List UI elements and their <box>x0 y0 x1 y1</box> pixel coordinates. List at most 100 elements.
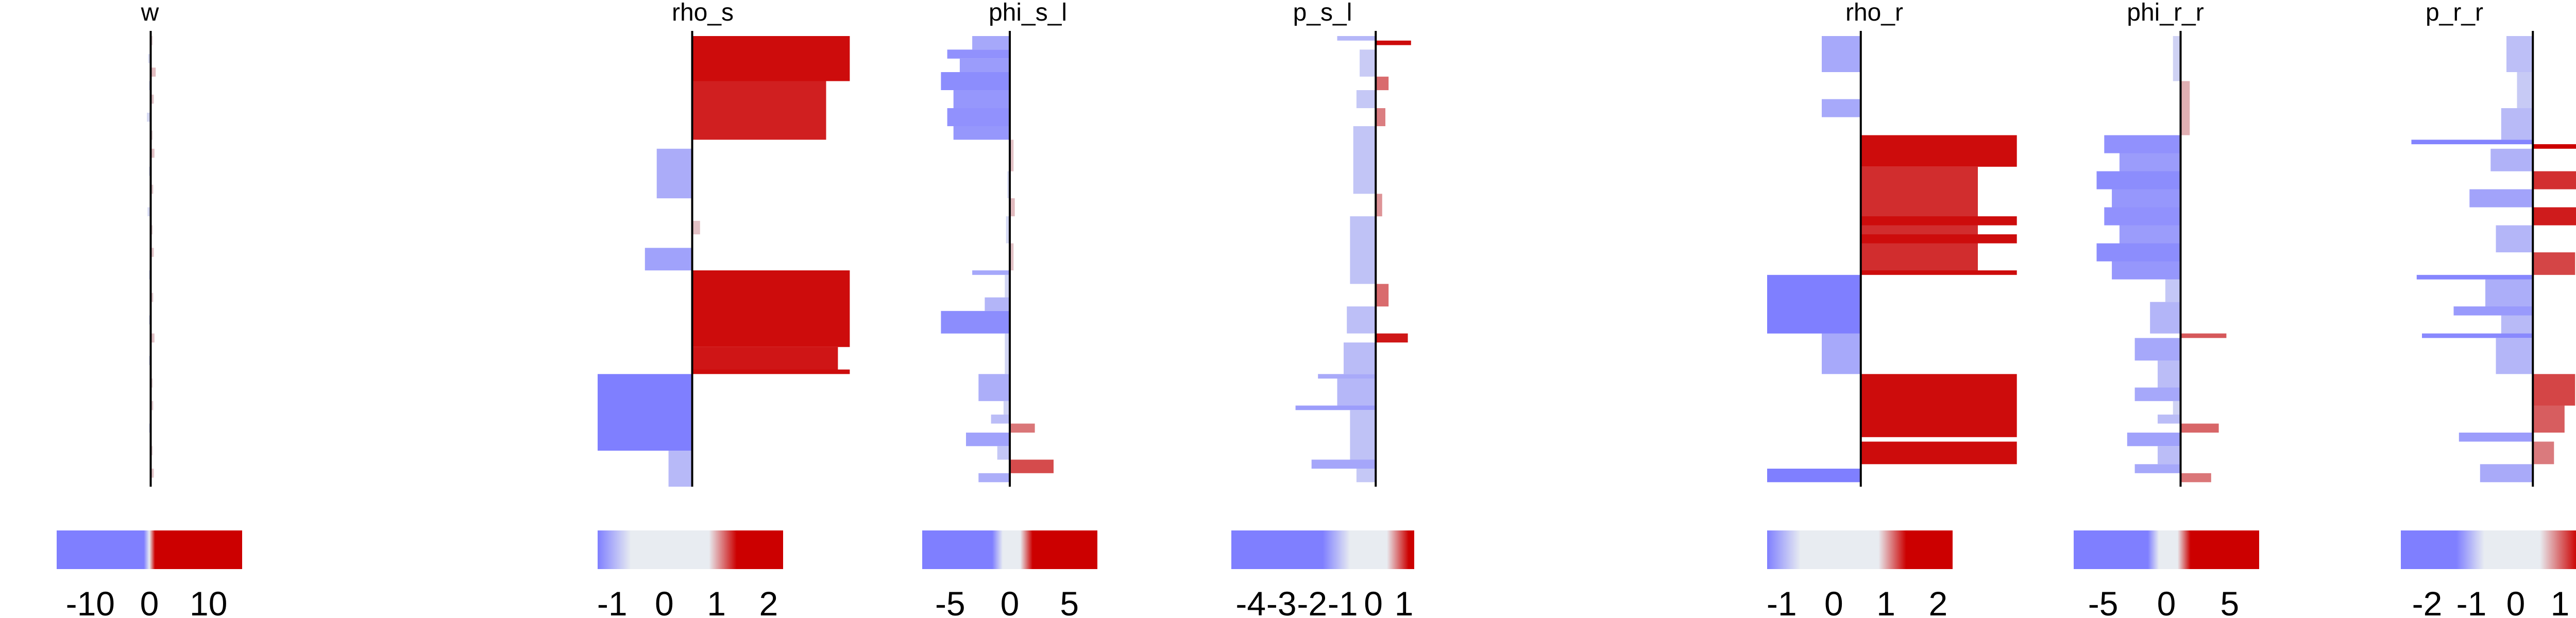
colorbar-tick-p-s-l-5: 1 <box>1395 585 1414 618</box>
bar-w-5 <box>147 112 151 122</box>
colorbar-tick-rho-r-1: 0 <box>1824 585 1843 618</box>
bar-w-7 <box>150 148 155 158</box>
colorbar-w: -10 0 10 <box>57 530 242 618</box>
colorbar-tick-rho-r-0: -1 <box>1767 585 1797 618</box>
bar-p-r-r-11 <box>2416 274 2533 280</box>
panel-p-s-l: p_s_l -4 -3 -2 -1 0 1 <box>1231 0 1414 618</box>
bar-group-phi-s-l <box>941 36 1054 483</box>
bar-rho-r-6 <box>1860 216 2017 226</box>
bar-rho-r-7 <box>1860 225 1978 234</box>
bar-rho-r-16 <box>1767 469 1861 483</box>
colorbar-tick-phi-r-r-2: 5 <box>2221 585 2240 618</box>
colorbar-tick-w-0: -10 <box>66 585 115 618</box>
bar-phi-r-r-8 <box>2096 243 2181 262</box>
bar-rho-r-8 <box>1860 234 2017 244</box>
colorbar-gradient-phi-s-l <box>922 530 1097 569</box>
panel-phi-s-l: phi_s_l -5 0 5 <box>922 0 1097 618</box>
bar-phi-s-l-15 <box>941 311 1010 334</box>
colorbar-tick-p-r-r-0: -2 <box>2412 585 2443 618</box>
bar-p-r-r-19 <box>2459 433 2533 442</box>
bar-phi-r-r-6 <box>2104 207 2181 226</box>
colorbar-gradient-p-r-r <box>2401 530 2576 569</box>
bar-p-s-l-7 <box>1376 194 1382 217</box>
bar-group-p-r-r <box>2411 36 2576 483</box>
bar-rho-s-5 <box>692 220 700 235</box>
bar-phi-s-l-10 <box>1006 216 1010 244</box>
bar-rho-r-4 <box>1860 135 2017 167</box>
bar-phi-s-l-13 <box>1005 274 1010 298</box>
bar-rho-s-10 <box>692 369 850 374</box>
colorbar-tick-rho-s-2: 1 <box>707 585 726 618</box>
colorbar-tick-p-s-l-1: -3 <box>1266 585 1297 618</box>
bar-phi-r-r-19 <box>2127 433 2181 447</box>
panel-title-p-s-l: p_s_l <box>1293 0 1352 26</box>
colorbar-tick-p-s-l-4: 0 <box>1364 585 1383 618</box>
bar-p-r-r-14 <box>2501 315 2533 334</box>
bar-p-r-r-16 <box>2496 338 2533 374</box>
bar-phi-s-l-18 <box>1003 401 1010 415</box>
bar-phi-s-l-16 <box>1005 333 1010 374</box>
bar-p-r-r-7 <box>2469 189 2533 208</box>
bar-rho-r-2 <box>1822 99 1861 117</box>
bar-p-s-l-8 <box>1350 216 1376 284</box>
bar-p-s-l-5 <box>1376 108 1385 126</box>
bar-p-s-l-11 <box>1376 333 1408 342</box>
bar-rho-s-12 <box>668 451 692 487</box>
bar-rho-s-3 <box>656 148 692 199</box>
bar-p-s-l-0 <box>1337 36 1376 41</box>
bar-p-r-r-0 <box>2506 36 2533 72</box>
bar-phi-r-r-17 <box>2158 415 2181 424</box>
colorbar-gradient-rho-r <box>1767 530 1953 569</box>
bar-phi-r-r-2 <box>2104 135 2181 153</box>
bar-phi-r-r-1 <box>2180 81 2190 135</box>
bar-rho-s-8 <box>692 270 850 347</box>
colorbar-tick-rho-s-1: 0 <box>655 585 674 618</box>
colorbar-rho-s: -1 0 1 2 <box>597 530 783 618</box>
colorbar-tick-phi-s-l-1: 0 <box>1001 585 1020 618</box>
bar-p-r-r-3 <box>2411 140 2533 145</box>
bar-p-s-l-4 <box>1356 90 1376 108</box>
colorbar-phi-s-l: -5 0 5 <box>922 530 1097 618</box>
bar-group-rho-s <box>598 36 850 487</box>
bar-rho-r-11 <box>1767 274 1861 334</box>
bar-phi-s-l-6 <box>953 126 1010 140</box>
colorbar-tick-rho-r-3: 2 <box>1928 585 1947 618</box>
bar-rho-r-0 <box>1822 36 1861 72</box>
bar-phi-s-l-11 <box>1010 243 1014 270</box>
bar-p-r-r-20 <box>2533 441 2554 465</box>
bar-phi-s-l-8 <box>1007 171 1010 198</box>
bar-p-r-r-17 <box>2533 374 2575 406</box>
colorbar-tick-p-s-l-0: -4 <box>1235 585 1266 618</box>
colorbar-tick-p-r-r-3: 1 <box>2551 585 2570 618</box>
colorbar-gradient-w <box>57 530 242 569</box>
bar-rho-s-11 <box>598 374 692 451</box>
bar-phi-s-l-3 <box>941 72 1010 90</box>
bar-p-r-r-1 <box>2517 72 2533 108</box>
bar-phi-s-l-7 <box>1010 140 1014 171</box>
bar-phi-r-r-9 <box>2112 261 2181 280</box>
bar-group-phi-r-r <box>2096 36 2227 483</box>
bar-w-16 <box>150 333 155 342</box>
bar-rho-s-1 <box>692 81 826 140</box>
bar-p-s-l-15 <box>1295 405 1376 410</box>
bar-phi-s-l-19 <box>991 415 1010 424</box>
colorbar-tick-phi-r-r-1: 0 <box>2157 585 2176 618</box>
colorbar-rho-r: -1 0 1 2 <box>1767 530 1953 618</box>
bar-p-s-l-13 <box>1318 374 1376 379</box>
bar-rho-r-15 <box>1860 441 2017 465</box>
bar-phi-s-l-14 <box>985 297 1010 311</box>
bar-p-s-l-14 <box>1337 379 1376 406</box>
panel-rho-s: rho_s -1 0 1 2 <box>597 0 850 618</box>
bar-phi-s-l-2 <box>959 58 1010 73</box>
bar-p-r-r-21 <box>2480 464 2533 483</box>
bar-phi-r-r-0 <box>2173 36 2181 81</box>
bar-p-r-r-2 <box>2501 108 2533 140</box>
bar-p-s-l-10 <box>1347 306 1376 334</box>
colorbar-tick-w-1: 0 <box>140 585 159 618</box>
colorbar-tick-rho-s-0: -1 <box>597 585 628 618</box>
bar-p-s-l-17 <box>1311 459 1376 469</box>
bar-w-1 <box>148 54 151 63</box>
panel-rho-r: rho_r -1 0 1 2 <box>1767 0 2017 618</box>
bar-rho-s-9 <box>692 347 838 370</box>
